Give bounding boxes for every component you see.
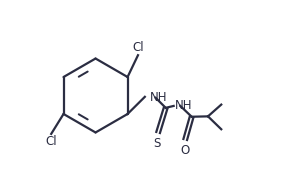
Text: S: S <box>153 137 161 150</box>
Text: O: O <box>181 144 190 157</box>
Text: Cl: Cl <box>45 135 57 148</box>
Text: Cl: Cl <box>133 41 144 54</box>
Text: NH: NH <box>150 91 167 104</box>
Text: NH: NH <box>175 100 192 112</box>
